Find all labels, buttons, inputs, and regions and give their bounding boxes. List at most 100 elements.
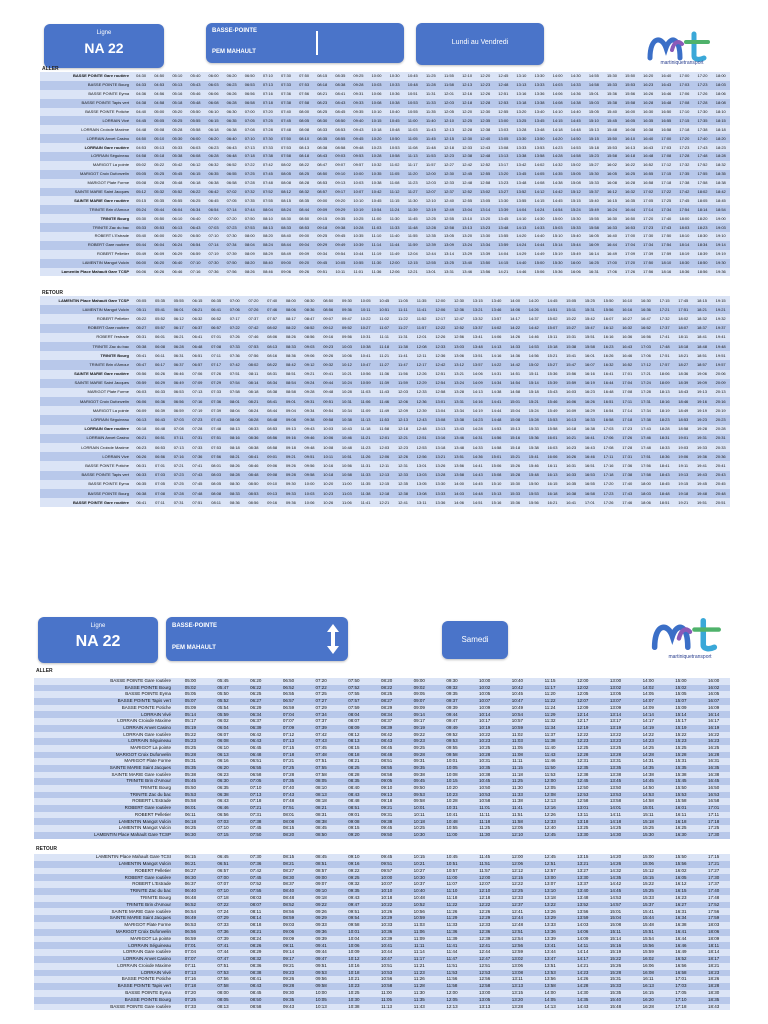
departure-time: 05:41 [132,351,151,361]
departure-time: 11:53 [435,969,469,977]
departure-time: 14:05 [533,996,567,1004]
departure-time: 11:41 [435,942,469,950]
departure-time: 14:30 [566,989,600,997]
departure-time: 08:58 [239,1003,273,1011]
departure-time: 15:22 [664,731,698,739]
departure-time: 07:10 [204,232,223,241]
departure-time: 09:13 [262,488,282,499]
departure-time: 18:15 [692,296,712,306]
stop-name: SAINTE MARIE Saint Jacques [34,915,174,922]
departure-time: 17:26 [693,89,712,99]
departure-time: 08:22 [295,160,314,170]
departure-time: 09:32 [318,360,338,370]
departure-time: 15:44 [631,915,665,922]
departure-time: 08:11 [244,369,263,379]
departure-time: 18:45 [655,479,674,489]
departure-time: 12:00 [385,258,404,268]
departure-time: 18:06 [697,928,730,936]
departure-time: 16:30 [602,214,621,224]
departure-time: 12:07 [468,881,502,888]
departure-time: 15:58 [602,152,621,161]
departure-time: 05:45 [174,778,207,785]
departure-time: 09:43 [337,894,371,902]
departure-time: 16:53 [621,223,640,233]
departure-time: 17:10 [675,107,694,117]
departure-time: 06:57 [206,867,240,875]
departure-time: 09:31 [370,811,403,819]
departure-time: 10:45 [374,296,394,306]
departure-time: 11:58 [435,983,469,990]
departure-time: 14:35 [631,764,665,772]
departure-time: 06:50 [272,678,305,685]
departure-time: 17:28 [675,152,694,161]
departure-time: 07:48 [304,751,338,759]
departure-time: 15:04 [505,406,525,416]
departure-time: 14:06 [449,498,469,508]
departure-time: 15:33 [566,223,585,233]
departure-time: 12:53 [412,443,431,453]
departure-time: 18:20 [693,214,712,224]
departure-time: 14:22 [505,323,525,333]
departure-time: 09:06 [262,461,282,471]
departure-time: 19:10 [711,232,730,241]
departure-time: 19:48 [692,488,712,499]
departure-time: 11:22 [435,901,469,909]
departure-time: 06:11 [150,351,170,361]
departure-time: 15:49 [543,406,562,416]
departure-time: 06:51 [239,758,273,765]
departure-time: 08:48 [337,798,371,806]
departure-time: 06:17 [169,323,189,333]
departure-time: 10:40 [501,678,534,685]
timetable-row: BASSE POINTE Eyma 04:36 04:56 05:16 05:46 06:… [40,89,730,99]
departure-time: 06:08 [204,98,223,108]
departure-time: 13:14 [599,711,632,719]
departure-time: 11:44 [435,949,469,956]
departure-time: 09:34 [313,249,332,259]
departure-time: 16:20 [631,996,665,1004]
departure-time: 12:54 [501,935,534,943]
timetable-row: SAINTE MARIE Saint Jacques 05:35 06:20 06:5… [34,764,730,772]
departure-time: 12:53 [566,791,600,799]
departure-time: 14:42 [524,323,544,333]
departure-time: 07:16 [174,976,207,984]
departure-time: 18:50 [693,258,712,268]
departure-time: 17:59 [697,915,730,922]
departure-time: 07:01 [174,942,207,950]
departure-time: 08:22 [370,684,403,692]
departure-time: 12:55 [458,196,477,206]
departure-time: 14:31 [468,433,488,443]
departure-time: 06:00 [150,232,169,241]
departure-time: 11:46 [533,758,567,765]
departure-time: 12:26 [431,332,450,342]
departure-time: 18:57 [692,360,712,370]
departure-time: 08:28 [244,415,263,425]
departure-time: 15:05 [584,107,603,117]
departure-time: 08:50 [244,479,263,489]
departure-time: 16:31 [697,758,730,765]
departure-time: 08:30 [313,116,332,126]
departure-time: 07:54 [225,378,245,388]
departure-time: 10:26 [318,498,338,508]
departure-time: 15:50 [602,134,621,144]
departure-time: 08:51 [337,805,371,812]
departure-time: 16:18 [543,488,562,499]
departure-time: 09:21 [370,805,403,812]
departure-time: 13:59 [566,915,600,922]
departure-time: 05:27 [132,323,151,333]
departure-time: 20:13 [711,387,730,398]
departure-time: 20:51 [711,498,730,508]
departure-time: 09:51 [318,397,338,407]
departure-time: 19:03 [673,443,693,453]
departure-time: 17:14 [617,406,637,416]
departure-time: 16:24 [602,205,621,215]
departure-time: 05:20 [168,107,187,117]
departure-time: 06:29 [239,704,273,712]
departure-time: 16:25 [584,258,603,268]
departure-time: 12:13 [458,80,477,90]
departure-time: 12:01 [374,433,394,443]
departure-time: 05:28 [174,751,207,759]
departure-time: 06:38 [206,791,240,799]
timetable-row: LORRAIN Séguineau 07:01 07:41 08:26 09:11 09:… [34,942,730,950]
departure-time: 08:35 [313,134,332,144]
departure-time: 18:03 [675,223,694,233]
